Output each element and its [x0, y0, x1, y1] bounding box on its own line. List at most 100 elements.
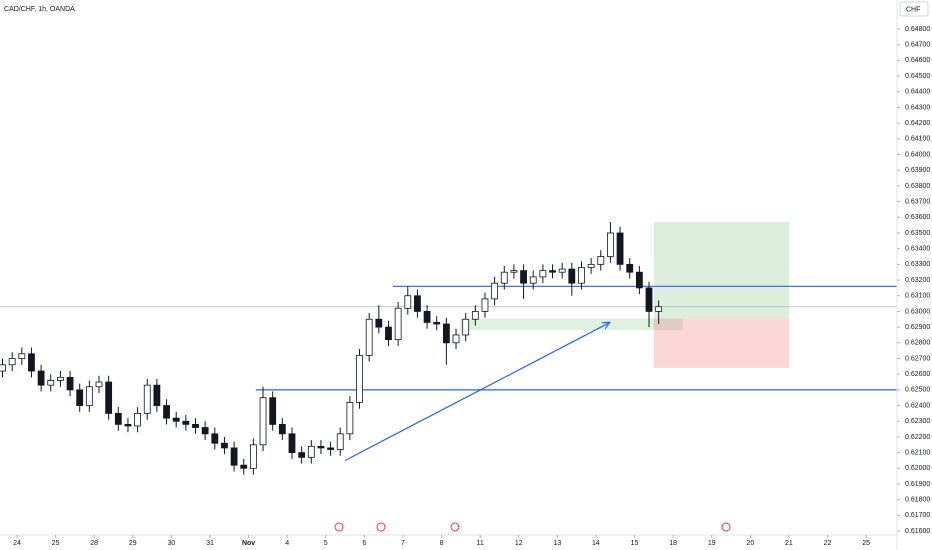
- x-tick-label: 18: [669, 540, 677, 547]
- candle-body: [394, 307, 402, 341]
- candle-body: [240, 464, 248, 469]
- y-tick-label: 0.64700: [905, 42, 930, 49]
- candle-body: [404, 295, 412, 309]
- zone: [459, 318, 683, 331]
- y-tick-label: 0.63700: [905, 198, 930, 205]
- candle-body: [259, 397, 267, 446]
- x-tick-label: 30: [167, 540, 175, 547]
- currency-label: CHF: [906, 6, 920, 13]
- candle-body: [491, 282, 499, 300]
- x-tick-label: Nov: [242, 540, 255, 547]
- candle-body: [539, 270, 547, 278]
- y-tick-label: 0.61700: [905, 512, 930, 519]
- candle-body: [172, 417, 180, 422]
- trend-arrow: [344, 321, 611, 462]
- y-tick-label: 0.62800: [905, 340, 930, 347]
- x-tick-label: 5: [324, 540, 328, 547]
- y-tick-label: 0.63500: [905, 230, 930, 237]
- y-tick-label: 0.63400: [905, 246, 930, 253]
- arrow-head: [601, 321, 612, 330]
- candle-body: [433, 322, 441, 325]
- event-icons[interactable]: [334, 522, 731, 532]
- candle-body: [452, 334, 460, 344]
- x-tick-label: 14: [592, 540, 600, 547]
- x-tick-label: 8: [440, 540, 444, 547]
- candle-body: [114, 413, 122, 425]
- x-tick-label: 22: [824, 540, 832, 547]
- candle-body: [201, 427, 209, 435]
- candle-body: [153, 384, 161, 406]
- candle-body: [28, 353, 35, 372]
- candle-body: [558, 268, 566, 273]
- y-tick-label: 0.61800: [905, 497, 930, 504]
- y-tick-label: 0.63600: [905, 214, 930, 221]
- y-tick-label: 0.62300: [905, 418, 930, 425]
- y-tick-label: 0.63300: [905, 261, 930, 268]
- x-tick-label: 24: [13, 540, 21, 547]
- y-tick-label: 0.61900: [905, 481, 930, 488]
- y-tick-label: 0.64200: [905, 120, 930, 127]
- candle-body: [442, 323, 450, 344]
- x-tick-label: 13: [553, 540, 561, 547]
- candle-body: [510, 270, 518, 273]
- candle-body: [105, 381, 113, 414]
- candle-body: [587, 263, 595, 268]
- candle-body: [616, 232, 624, 265]
- y-tick-label: 0.62600: [905, 371, 930, 378]
- candle-body: [597, 256, 605, 265]
- candle-body: [298, 452, 306, 458]
- stop-zone: [653, 318, 789, 368]
- candle-body: [327, 447, 334, 450]
- y-tick-label: 0.64100: [905, 136, 930, 143]
- candle-body: [66, 376, 74, 391]
- y-tick-label: 0.64500: [905, 73, 930, 80]
- x-tick-label: 4: [285, 540, 289, 547]
- x-tick-label: 21: [785, 540, 793, 547]
- x-tick-label: 31: [206, 540, 214, 547]
- candle-body: [568, 268, 576, 284]
- candle-body: [549, 270, 556, 273]
- y-tick-label: 0.62100: [905, 449, 930, 456]
- x-tick-label: 29: [129, 540, 137, 547]
- candle-body: [182, 420, 190, 425]
- x-tick-label: 6: [362, 540, 366, 547]
- candle-body: [520, 270, 527, 284]
- candle-body: [221, 442, 228, 449]
- candle-body: [626, 263, 634, 273]
- y-tick-label: 0.62000: [905, 465, 930, 472]
- candle-body: [423, 311, 431, 323]
- candle-body: [288, 433, 296, 454]
- candle-body: [230, 447, 238, 466]
- candle-body: [85, 386, 93, 406]
- x-tick-label: 12: [515, 540, 523, 547]
- candle-body: [124, 423, 132, 427]
- candle-body: [635, 271, 643, 289]
- candle-body: [134, 413, 141, 427]
- candle-body: [249, 444, 257, 469]
- candle-body: [307, 445, 315, 458]
- target-zone: [653, 222, 789, 319]
- candle-body: [95, 381, 103, 388]
- candle-body: [578, 267, 585, 284]
- candle-body: [192, 423, 199, 428]
- y-tick-label: 0.64400: [905, 89, 930, 96]
- candle-body: [471, 311, 479, 320]
- y-tick-label: 0.63800: [905, 183, 930, 190]
- candle-body: [76, 389, 84, 406]
- y-tick-label: 0.64000: [905, 151, 930, 158]
- x-tick-label: 20: [746, 540, 754, 547]
- y-tick-label: 0.64300: [905, 104, 930, 111]
- y-tick-label: 0.62900: [905, 324, 930, 331]
- x-tick-label: 25: [862, 540, 870, 547]
- candle-body: [346, 402, 354, 435]
- candle-body: [317, 445, 325, 449]
- candle-body: [500, 271, 508, 284]
- y-tick-label: 0.62500: [905, 387, 930, 394]
- candle-body: [375, 318, 383, 328]
- candle-body: [481, 298, 489, 312]
- currency-box[interactable]: [899, 1, 929, 17]
- y-tick-label: 0.62400: [905, 402, 930, 409]
- candle-body: [0, 364, 6, 372]
